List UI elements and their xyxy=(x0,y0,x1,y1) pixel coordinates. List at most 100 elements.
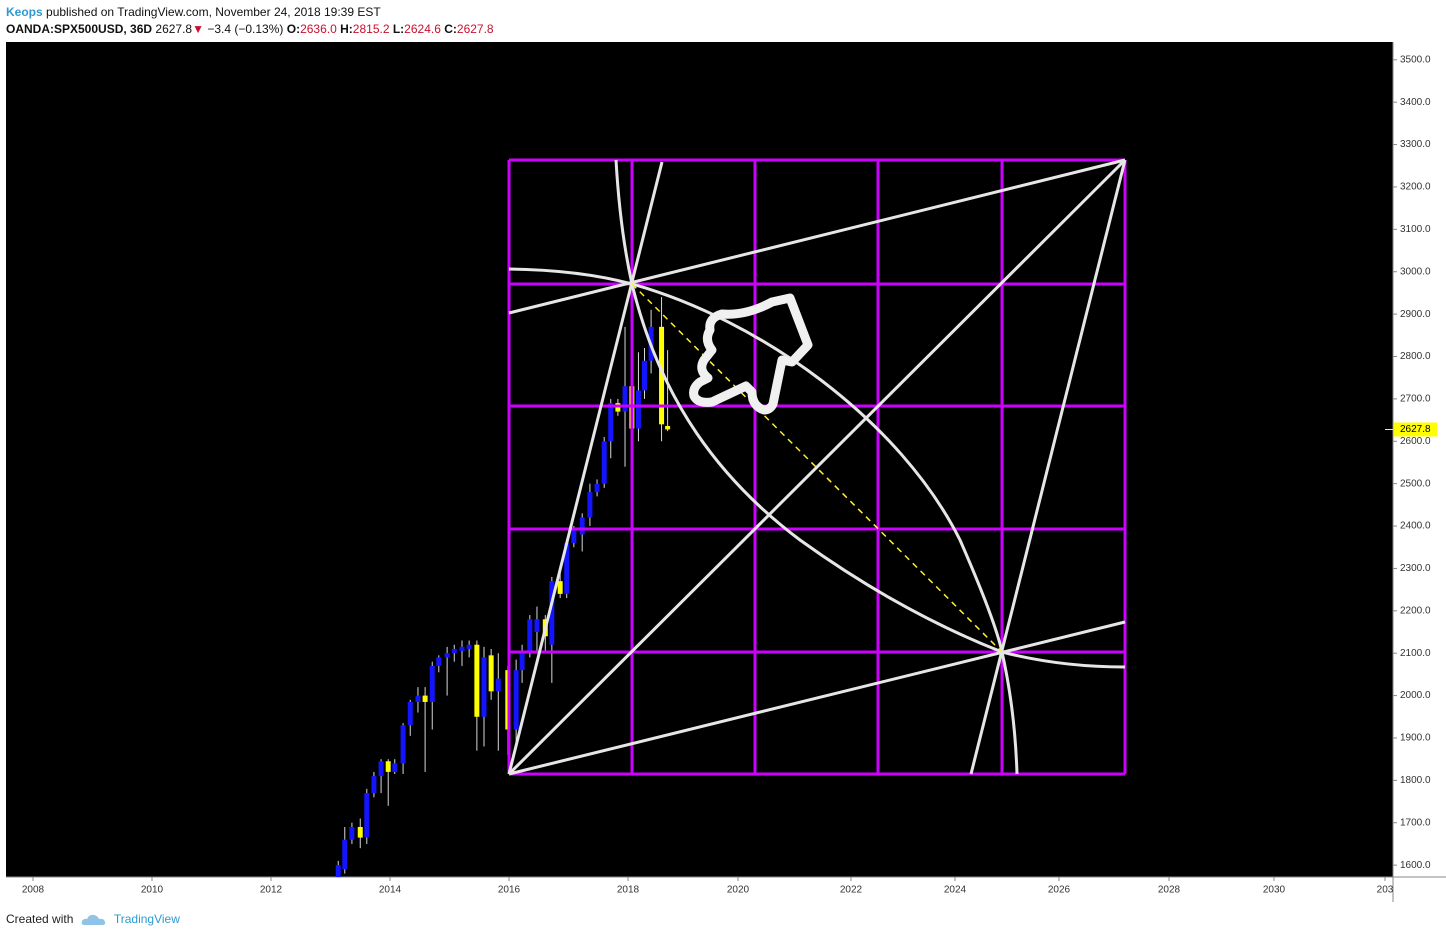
change: −3.4 (−0.13%) xyxy=(207,22,284,36)
candle-body xyxy=(364,793,370,838)
last-price-label: 2627.8 xyxy=(1400,424,1431,435)
y-tick-label: 2300.0 xyxy=(1400,563,1431,574)
author[interactable]: Keops xyxy=(6,5,43,19)
candle-body xyxy=(601,441,607,484)
candle-body xyxy=(392,763,398,772)
candle-body xyxy=(466,644,472,649)
candle-body xyxy=(459,646,465,652)
o-label: O: xyxy=(286,22,301,36)
candle-body xyxy=(527,619,533,654)
candle-body xyxy=(519,653,525,671)
y-tick-label: 3500.0 xyxy=(1400,54,1431,65)
candle-body xyxy=(357,826,363,838)
x-tick-label: 2012 xyxy=(260,885,283,896)
y-tick-label: 2800.0 xyxy=(1400,351,1431,362)
candle-body xyxy=(571,530,577,543)
candle-body xyxy=(415,695,421,702)
candle-body xyxy=(349,826,355,840)
candle-body xyxy=(659,326,665,425)
candle-body xyxy=(579,517,585,535)
gann-box xyxy=(507,158,1127,776)
y-tick-label: 3100.0 xyxy=(1400,224,1431,235)
y-tick-label: 2500.0 xyxy=(1400,478,1431,489)
h-label: H: xyxy=(340,22,353,36)
last: 2627.8 xyxy=(155,22,193,36)
open: 2636.0 xyxy=(300,22,337,36)
candle-body xyxy=(429,665,435,702)
symbol-line: OANDA:SPX500USD, 36D 2627.8▼ −3.4 (−0.13… xyxy=(6,22,494,36)
gann-grid xyxy=(507,158,1127,776)
y-tick-label: 2400.0 xyxy=(1400,521,1431,532)
x-tick-label: 2028 xyxy=(1158,885,1181,896)
candle-body xyxy=(451,648,457,654)
x-tick-label: 2030 xyxy=(1263,885,1286,896)
y-tick-label: 2000.0 xyxy=(1400,690,1431,701)
candle-body xyxy=(495,678,501,692)
y-tick-label: 3300.0 xyxy=(1400,139,1431,150)
candle-body xyxy=(557,581,563,594)
y-tick-label: 3000.0 xyxy=(1400,266,1431,277)
candle-body xyxy=(436,657,442,666)
y-tick-label: 2600.0 xyxy=(1400,436,1431,447)
gann-fan xyxy=(507,158,1127,776)
symbol: OANDA:SPX500USD, 36D xyxy=(6,22,153,36)
plot-background xyxy=(6,42,1393,877)
y-tick-label: 1700.0 xyxy=(1400,817,1431,828)
x-tick-label: 2026 xyxy=(1048,885,1071,896)
y-tick-label: 1600.0 xyxy=(1400,860,1431,871)
x-tick-label: 2022 xyxy=(840,885,863,896)
candle-body xyxy=(564,543,570,594)
candle-body xyxy=(335,865,341,877)
y-tick-label: 2200.0 xyxy=(1400,605,1431,616)
last-price-box xyxy=(1394,422,1437,437)
y-tick-label: 2100.0 xyxy=(1400,648,1431,659)
candle-body xyxy=(642,360,647,391)
candle-body xyxy=(594,483,600,493)
dashed-line xyxy=(631,283,1003,653)
candle-body xyxy=(549,581,555,645)
candle-body xyxy=(635,390,641,429)
logo xyxy=(81,914,105,925)
candle-body xyxy=(534,619,540,633)
low: 2624.6 xyxy=(404,22,441,36)
x-tick-label: 2010 xyxy=(141,885,164,896)
candle-body xyxy=(665,426,671,430)
icon-hole xyxy=(775,307,783,315)
candle-body xyxy=(474,644,480,717)
direction: ▼ xyxy=(192,22,204,36)
y-tick-label: 2700.0 xyxy=(1400,394,1431,405)
footer-created: Created with xyxy=(6,912,74,926)
candle-body xyxy=(378,761,384,777)
y-tick-label: 1900.0 xyxy=(1400,733,1431,744)
x-tick-label: 2016 xyxy=(498,885,521,896)
candle-body xyxy=(342,839,348,870)
x-tick-label: 2014 xyxy=(379,885,402,896)
x-tick-label: 2024 xyxy=(944,885,967,896)
candle-body xyxy=(622,386,628,412)
candle-body xyxy=(407,701,413,726)
candle-body xyxy=(400,725,406,764)
y-tick-label: 3400.0 xyxy=(1400,97,1431,108)
candle-body xyxy=(444,653,450,658)
x-tick-label: 2020 xyxy=(727,885,750,896)
x-tick-label: 2018 xyxy=(617,885,640,896)
high: 2815.2 xyxy=(352,22,390,36)
published: published on TradingView.com, November 2… xyxy=(46,5,381,19)
candle-body xyxy=(385,761,391,772)
y-tick-label: 1800.0 xyxy=(1400,775,1431,786)
l-label: L: xyxy=(392,22,405,36)
candle-body xyxy=(481,657,487,717)
candle-body xyxy=(422,695,428,702)
footer-brand[interactable]: TradingView xyxy=(113,912,180,926)
footer: Created with TradingView xyxy=(6,912,180,927)
c-label: C: xyxy=(444,22,457,36)
x-tick-label: 203 xyxy=(1377,885,1394,896)
y-tick-label: 3200.0 xyxy=(1400,182,1431,193)
close: 2627.8 xyxy=(456,22,494,36)
candle-body xyxy=(488,655,494,692)
candle-body xyxy=(371,776,377,794)
candle-body xyxy=(587,492,593,518)
candle-body xyxy=(513,670,519,730)
